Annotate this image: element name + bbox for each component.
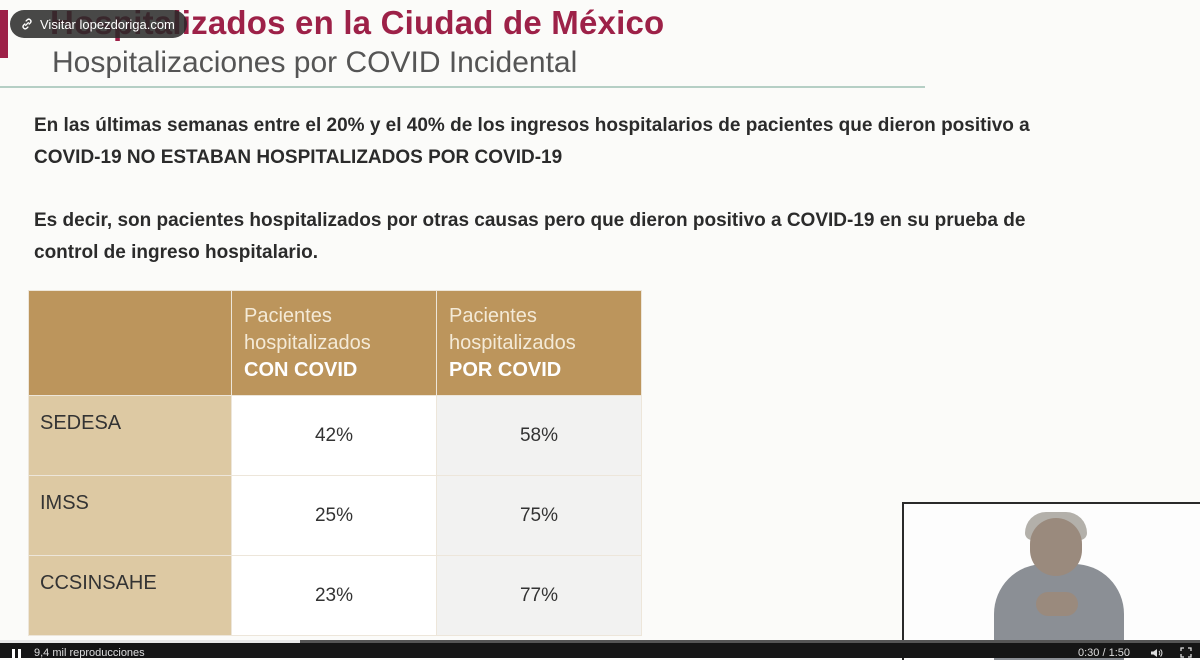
- hospitalization-table: Pacientes hospitalizados CON COVID Pacie…: [28, 290, 642, 636]
- progress-bar[interactable]: [0, 640, 1200, 643]
- por-covid-value: 75%: [436, 475, 642, 556]
- title-accent-bar: [0, 10, 8, 58]
- row-label: CCSINSAHE: [40, 572, 157, 594]
- explanation-paragraph: Es decir, son pacientes hospitalizados p…: [34, 210, 1026, 263]
- table-row: IMSS 25% 75%: [28, 475, 642, 556]
- header-con-line3: CON COVID: [244, 359, 358, 381]
- table-row: CCSINSAHE 23% 77%: [28, 555, 642, 636]
- header-con-line1: Pacientes: [244, 305, 332, 327]
- progress-fill: [0, 640, 300, 643]
- row-label-cell: IMSS: [28, 475, 232, 556]
- slide-subtitle: Hospitalizaciones por COVID Incidental: [52, 46, 578, 79]
- con-covid-value: 25%: [231, 475, 437, 556]
- video-control-bar: 9,4 mil reproducciones 0:30 / 1:50: [0, 640, 1200, 658]
- interpreter-head: [1030, 518, 1082, 576]
- volume-icon[interactable]: [1150, 648, 1164, 658]
- con-covid-value: 23%: [231, 555, 437, 636]
- link-icon: [22, 18, 32, 30]
- table-header-row: Pacientes hospitalizados CON COVID Pacie…: [28, 290, 642, 396]
- view-count: 9,4 mil reproducciones: [34, 648, 145, 658]
- pause-icon[interactable]: [12, 649, 22, 658]
- header-con-line2: hospitalizados: [244, 332, 371, 354]
- row-label: IMSS: [40, 492, 89, 514]
- fullscreen-icon[interactable]: [1180, 647, 1192, 658]
- header-por-line1: Pacientes: [449, 305, 537, 327]
- header-con-covid: Pacientes hospitalizados CON COVID: [231, 290, 437, 396]
- interpreter-hands: [1036, 592, 1078, 616]
- row-label-cell: CCSINSAHE: [28, 555, 232, 636]
- por-covid-value: 77%: [436, 555, 642, 636]
- con-covid-value: 42%: [231, 395, 437, 476]
- row-label-cell: SEDESA: [28, 395, 232, 476]
- table-corner-cell: [28, 290, 232, 396]
- title-divider: [0, 86, 925, 88]
- visit-link-label: Visitar lopezdoriga.com: [40, 16, 175, 32]
- intro-paragraph: En las últimas semanas entre el 20% y el…: [34, 115, 1030, 168]
- sign-language-interpreter-video: [902, 502, 1200, 660]
- row-label: SEDESA: [40, 412, 122, 434]
- por-covid-value: 58%: [436, 395, 642, 476]
- header-por-line2: hospitalizados: [449, 332, 576, 354]
- table-row: SEDESA 42% 58%: [28, 395, 642, 476]
- header-por-line3: POR COVID: [449, 359, 562, 381]
- header-por-covid: Pacientes hospitalizados POR COVID: [436, 290, 642, 396]
- visit-site-link[interactable]: Visitar lopezdoriga.com: [10, 10, 187, 38]
- playback-time: 0:30 / 1:50: [1078, 648, 1130, 658]
